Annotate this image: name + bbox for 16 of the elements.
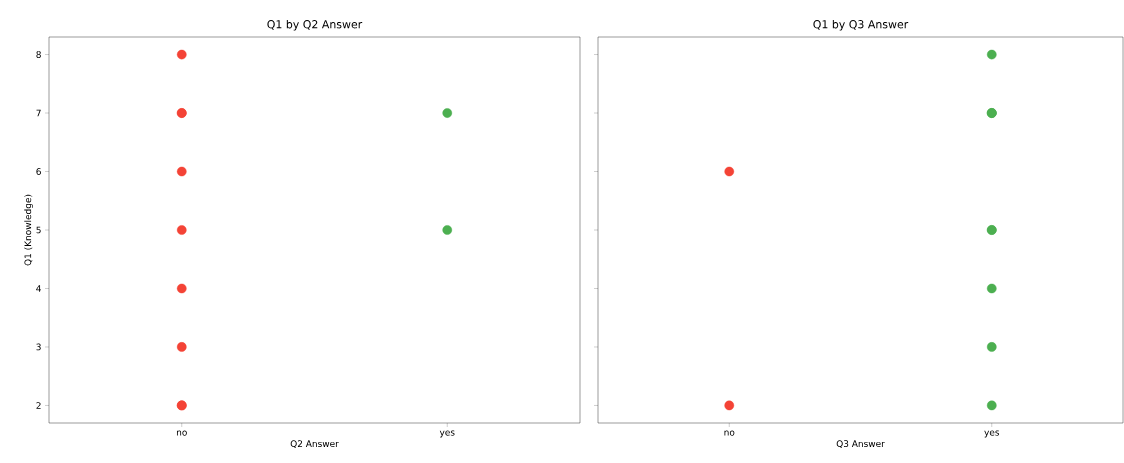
y-tick-label: 4 [36, 285, 41, 292]
y-tick-label: 3 [36, 343, 41, 351]
x-axis-title: Q3 Answer [836, 440, 885, 449]
chart-title: Q1 by Q3 Answer [813, 19, 909, 31]
x-axis-title: Q2 Answer [290, 440, 339, 449]
y-tick-label: 7 [36, 109, 41, 117]
y-tick-label: 5 [36, 226, 41, 234]
y-tick-label: 8 [36, 51, 41, 58]
y-tick-label: 2 [36, 402, 41, 409]
x-tick-label: no [176, 430, 187, 436]
chart-title: Q1 by Q2 Answer [267, 19, 363, 31]
x-tick-label: yes [439, 430, 455, 438]
x-tick-label: yes [984, 430, 1000, 438]
y-tick-label: 6 [36, 168, 41, 175]
x-tick-label: no [724, 430, 735, 436]
y-axis-title: Q1 (Knowledge) [24, 194, 33, 266]
